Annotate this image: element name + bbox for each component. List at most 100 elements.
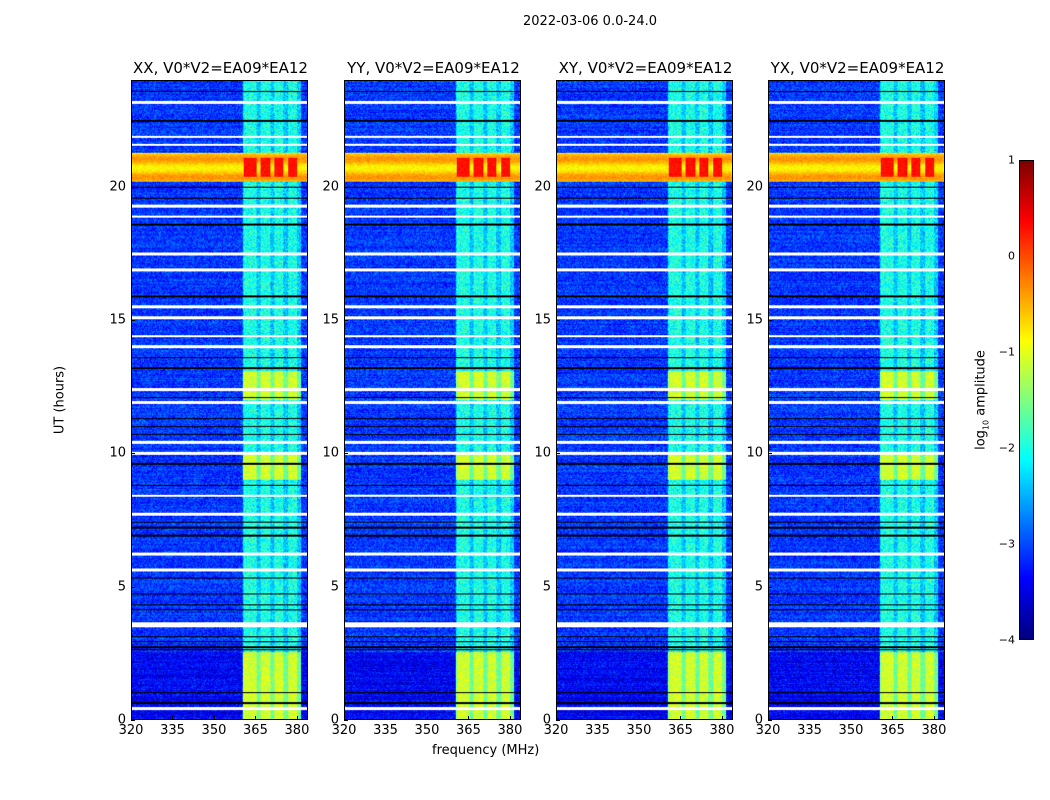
heatmap-image — [769, 81, 944, 719]
x-tick-label: 335 — [585, 723, 610, 738]
y-tick-mark — [344, 320, 348, 321]
y-tick-label: 15 — [746, 312, 763, 328]
x-tick-mark — [385, 716, 387, 720]
y-tick-label: 5 — [542, 579, 551, 595]
panel-title: YX, V0*V2=EA09*EA12 — [770, 59, 945, 77]
x-tick-label: 350 — [201, 723, 227, 738]
figure-title: 2022-03-06 0.0-24.0 — [523, 14, 657, 29]
x-tick-label: 335 — [373, 723, 398, 738]
y-tick-label: 0 — [117, 712, 126, 728]
colorbar-tick-label: −3 — [998, 537, 1015, 551]
panel-title: XY, V0*V2=EA09*EA12 — [558, 59, 733, 77]
y-tick-mark — [131, 453, 135, 455]
colorbar-label: log10 amplitude — [973, 350, 991, 450]
y-tick-label: 20 — [746, 179, 763, 195]
x-tick-mark — [597, 716, 599, 720]
x-tick-label: 365 — [456, 723, 481, 738]
x-tick-mark — [556, 716, 557, 720]
x-tick-label: 365 — [243, 723, 268, 738]
x-tick-mark — [809, 716, 811, 720]
y-tick-label: 20 — [109, 179, 126, 195]
heatmap-image — [132, 81, 307, 719]
x-tick-label: 380 — [709, 723, 735, 738]
y-tick-mark — [768, 453, 772, 455]
x-tick-mark — [509, 716, 511, 720]
x-axis-label: frequency (MHz) — [432, 743, 540, 758]
y-tick-label: 5 — [754, 579, 763, 595]
y-tick-label: 15 — [322, 312, 339, 328]
colorbar-tick-label: 0 — [1008, 249, 1015, 263]
x-tick-label: 320 — [755, 723, 781, 738]
x-tick-label: 380 — [497, 723, 523, 738]
y-tick-label: 15 — [534, 312, 551, 328]
x-tick-mark — [344, 716, 345, 720]
y-tick-mark — [556, 320, 560, 321]
y-tick-mark — [131, 720, 135, 721]
y-axis-label: UT (hours) — [52, 365, 68, 435]
y-tick-label: 10 — [534, 445, 551, 461]
colorbar-tick-label: −4 — [998, 633, 1015, 647]
y-tick-mark — [556, 720, 560, 721]
x-tick-label: 335 — [797, 723, 822, 738]
waterfall-panel: YX, V0*V2=EA09*EA12 — [768, 59, 945, 720]
x-tick-mark — [721, 716, 723, 720]
x-tick-label: 380 — [921, 723, 947, 738]
y-tick-label: 0 — [754, 712, 763, 728]
waterfall-panel: YY, V0*V2=EA09*EA12 — [344, 59, 521, 720]
panel-title: YY, V0*V2=EA09*EA12 — [347, 59, 520, 77]
y-tick-mark — [768, 586, 772, 588]
x-tick-mark — [892, 716, 894, 720]
waterfall-panel: XY, V0*V2=EA09*EA12 — [556, 59, 733, 720]
y-tick-label: 10 — [746, 445, 763, 461]
y-tick-label: 20 — [322, 179, 339, 195]
x-tick-mark — [638, 716, 640, 720]
y-tick-label: 0 — [330, 712, 339, 728]
y-tick-mark — [344, 186, 348, 188]
x-tick-label: 350 — [838, 723, 864, 738]
y-tick-mark — [131, 186, 135, 188]
y-tick-mark — [556, 186, 560, 188]
y-tick-label: 20 — [534, 179, 551, 195]
x-tick-mark — [213, 716, 215, 720]
y-tick-mark — [556, 453, 560, 455]
y-tick-mark — [131, 586, 135, 588]
x-tick-label: 380 — [284, 723, 310, 738]
colorbar — [1019, 160, 1034, 640]
x-tick-mark — [296, 716, 298, 720]
colorbar-tick-label: −1 — [998, 345, 1015, 359]
y-tick-mark — [344, 720, 348, 721]
x-tick-mark — [933, 716, 935, 720]
x-tick-mark — [426, 716, 428, 720]
colorbar-tick-label: −2 — [998, 441, 1015, 455]
panel-title: XX, V0*V2=EA09*EA12 — [133, 59, 308, 77]
y-tick-label: 5 — [330, 579, 339, 595]
x-tick-label: 320 — [543, 723, 569, 738]
y-tick-mark — [131, 320, 135, 321]
x-tick-mark — [468, 716, 470, 720]
y-tick-label: 10 — [109, 445, 126, 461]
colorbar-tick-label: 1 — [1008, 153, 1015, 167]
waterfall-panel: XX, V0*V2=EA09*EA12 — [131, 59, 308, 720]
y-tick-mark — [768, 720, 772, 721]
x-tick-mark — [131, 716, 132, 720]
x-tick-label: 350 — [414, 723, 440, 738]
y-tick-mark — [344, 453, 348, 455]
x-tick-mark — [768, 716, 769, 720]
x-tick-mark — [172, 716, 174, 720]
y-tick-mark — [768, 320, 772, 321]
y-tick-label: 5 — [117, 579, 126, 595]
y-tick-label: 15 — [109, 312, 126, 328]
x-tick-label: 320 — [118, 723, 144, 738]
y-tick-mark — [768, 186, 772, 188]
heatmap-image — [345, 81, 520, 719]
x-tick-label: 335 — [160, 723, 185, 738]
y-tick-mark — [556, 586, 560, 588]
y-tick-label: 10 — [322, 445, 339, 461]
x-tick-mark — [850, 716, 852, 720]
x-tick-label: 350 — [626, 723, 652, 738]
x-tick-label: 365 — [880, 723, 905, 738]
x-tick-label: 320 — [331, 723, 357, 738]
x-tick-mark — [255, 716, 257, 720]
x-tick-mark — [680, 716, 682, 720]
